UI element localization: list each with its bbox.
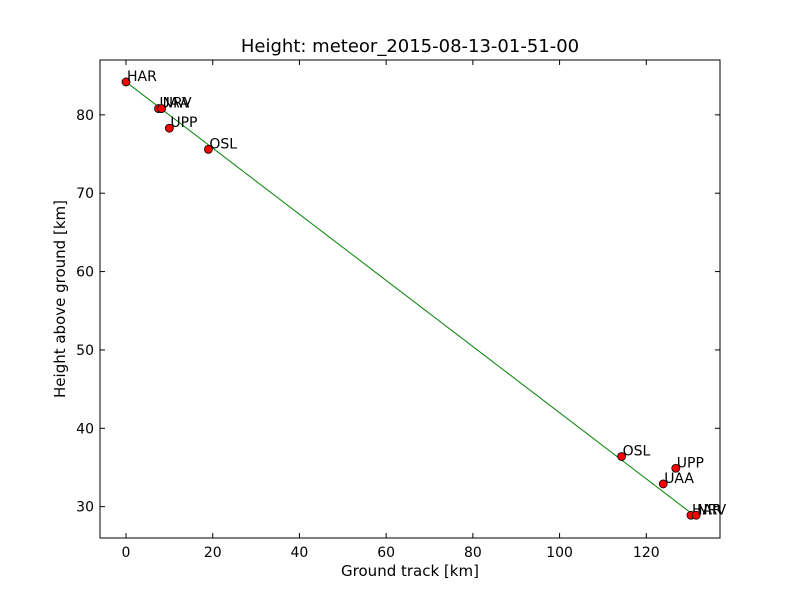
point-label: NRV xyxy=(697,502,726,518)
point-label: UPP xyxy=(677,455,704,471)
plot-frame xyxy=(99,59,721,539)
point-label: NRV xyxy=(163,96,192,112)
data-point xyxy=(203,144,213,154)
y-tick-label: 40 xyxy=(76,421,94,437)
x-axis-label: Ground track [km] xyxy=(341,562,479,580)
data-point xyxy=(157,104,166,113)
data-point xyxy=(121,77,131,87)
y-tick-label: 60 xyxy=(76,265,94,281)
point-label: OSL xyxy=(209,136,237,152)
point-label: UAA xyxy=(160,96,190,112)
fit-line xyxy=(125,81,695,516)
data-point xyxy=(691,510,701,520)
data-point xyxy=(164,123,174,133)
y-tick-label: 80 xyxy=(76,108,94,124)
x-tick-label: 60 xyxy=(377,545,395,561)
tick-layer: 0 20 40 60 80 100 120 30 40 50 60 70 80 xyxy=(76,60,720,561)
y-axis-label: Height above ground [km] xyxy=(51,200,69,398)
y-tick-label: 50 xyxy=(76,343,94,359)
x-tick-label: 100 xyxy=(546,545,573,561)
data-point xyxy=(617,452,626,461)
data-point xyxy=(671,463,681,473)
point-label: OSL xyxy=(623,444,651,460)
x-tick-label: 40 xyxy=(291,545,309,561)
chart-title: Height: meteor_2015-08-13-01-51-00 xyxy=(241,36,579,57)
y-tick-label: 70 xyxy=(76,186,94,202)
point-label: UPP xyxy=(170,115,197,131)
x-tick-label: 120 xyxy=(633,545,660,561)
data-point xyxy=(658,479,668,489)
y-tick-label: 30 xyxy=(76,500,94,516)
point-label: UAA xyxy=(664,471,694,487)
x-tick-label: 0 xyxy=(122,545,131,561)
x-tick-label: 20 xyxy=(204,545,222,561)
point-label: HAR xyxy=(127,69,157,85)
x-tick-label: 80 xyxy=(464,545,482,561)
